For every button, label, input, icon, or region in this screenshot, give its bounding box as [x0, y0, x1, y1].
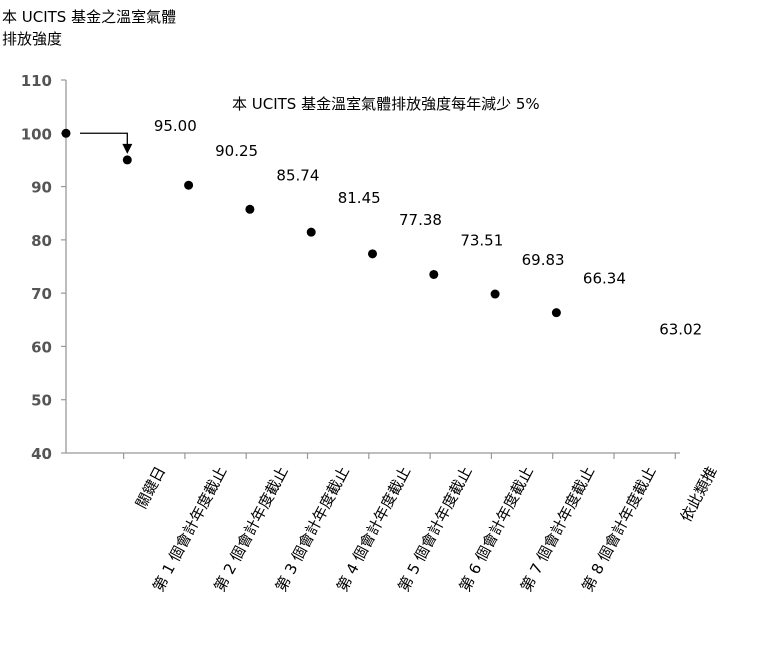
data-label: 77.38	[399, 211, 442, 229]
data-label: 90.25	[215, 142, 258, 160]
data-point	[368, 249, 377, 259]
data-point	[551, 308, 561, 318]
x-category-label: 關鍵日	[132, 463, 169, 511]
arrow-line	[80, 132, 128, 148]
data-point	[429, 269, 439, 279]
data-points	[61, 128, 561, 318]
y-axis-title-line-2: 排放強度	[2, 30, 63, 48]
data-label: 73.51	[460, 231, 503, 249]
arrow-head	[122, 143, 133, 154]
axes	[65, 80, 680, 454]
y-tick-label: 100	[21, 125, 52, 143]
y-tick-label: 80	[31, 232, 52, 250]
y-tick-label: 50	[31, 392, 52, 410]
y-tick-label: 60	[31, 338, 52, 356]
x-category-label: 依此類推	[677, 463, 721, 524]
data-labels: 95.00 90.25 85.74 81.45 77.38 73.51 69.83 66.34…	[154, 117, 702, 338]
data-label: 66.34	[583, 270, 626, 288]
data-point	[306, 227, 316, 237]
data-label: 95.00	[154, 117, 197, 135]
data-label: 63.02	[659, 320, 702, 338]
data-label: 85.74	[276, 166, 319, 184]
data-point	[490, 289, 500, 299]
y-axis-title: 本 UCITS 基金之溫室氣體 排放強度	[2, 6, 176, 50]
y-tick-label: 40	[31, 445, 52, 463]
y-tick-label: 110	[21, 72, 52, 90]
annotation-arrow	[80, 132, 133, 154]
data-label: 81.45	[338, 189, 381, 207]
y-tick-label: 90	[31, 179, 52, 197]
data-point	[61, 128, 71, 138]
data-point	[184, 180, 194, 190]
y-axis-title-line-1: 本 UCITS 基金之溫室氣體	[2, 8, 177, 26]
data-label: 69.83	[522, 251, 565, 269]
data-point	[122, 155, 132, 165]
y-ticks: 40 50 60 70 80 90 100 110	[21, 72, 66, 463]
y-tick-label: 70	[31, 285, 52, 303]
data-point	[245, 204, 255, 214]
chart-annotation: 本 UCITS 基金溫室氣體排放強度每年減少 5%	[232, 95, 540, 113]
